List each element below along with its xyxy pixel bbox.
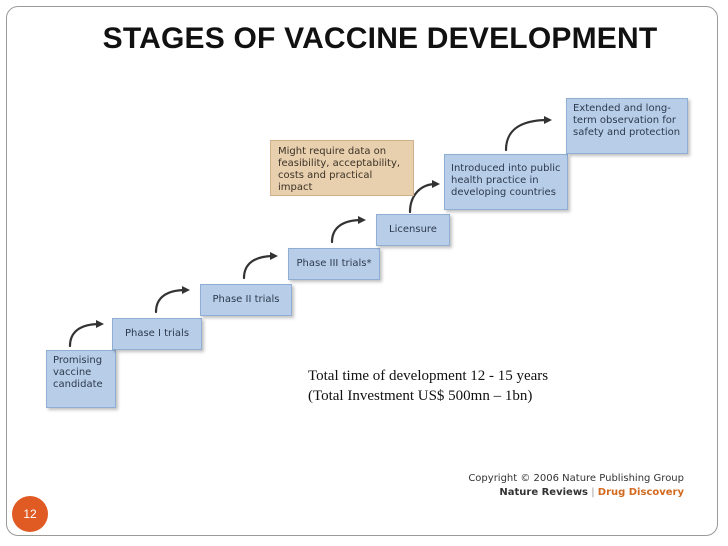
curved-arrow-icon	[154, 286, 190, 314]
note-text: Might require data on feasibility, accep…	[278, 146, 401, 193]
stage-phase-1: Phase I trials	[112, 318, 202, 350]
copyright-line: Copyright © 2006 Nature Publishing Group	[468, 473, 684, 484]
data-requirements-note: Might require data on feasibility, accep…	[270, 140, 414, 196]
journal-separator: |	[591, 487, 595, 498]
stage-label: Phase II trials	[212, 294, 280, 305]
stage-extended-observation: Extended and long-term observation for s…	[566, 98, 688, 154]
stage-phase-3: Phase III trials*	[288, 248, 380, 280]
stage-label: Introduced into public health practice i…	[451, 163, 561, 198]
total-time-text: Total time of development 12 - 15 years	[308, 368, 549, 384]
curved-arrow-icon	[330, 216, 366, 244]
curved-arrow-icon	[242, 252, 278, 280]
stage-label: Phase I trials	[124, 328, 190, 339]
page-number: 12	[23, 507, 37, 521]
journal-section: Drug Discovery	[597, 487, 684, 498]
stage-label: Licensure	[389, 224, 437, 235]
stage-label: Extended and long-term observation for s…	[573, 103, 681, 138]
journal-line: Nature Reviews | Drug Discovery	[468, 486, 684, 500]
curved-arrow-icon	[408, 180, 440, 214]
stage-licensure: Licensure	[376, 214, 450, 246]
stage-label: Promising vaccine candidate	[53, 355, 103, 390]
stage-label: Phase III trials*	[296, 258, 372, 269]
slide-title: STAGES OF VACCINE DEVELOPMENT	[102, 22, 658, 55]
curved-arrow-icon	[504, 116, 552, 152]
stage-introduced: Introduced into public health practice i…	[444, 154, 568, 210]
total-investment-text: (Total Investment US$ 500mn – 1bn)	[308, 388, 533, 404]
development-summary: Total time of development 12 - 15 years …	[308, 366, 548, 406]
journal-name: Nature Reviews	[499, 487, 589, 498]
copyright-block: Copyright © 2006 Nature Publishing Group…	[468, 472, 684, 500]
curved-arrow-icon	[68, 320, 104, 348]
stage-promising-candidate: Promising vaccine candidate	[46, 350, 116, 408]
page-number-badge: 12	[12, 496, 48, 532]
stage-phase-2: Phase II trials	[200, 284, 292, 316]
